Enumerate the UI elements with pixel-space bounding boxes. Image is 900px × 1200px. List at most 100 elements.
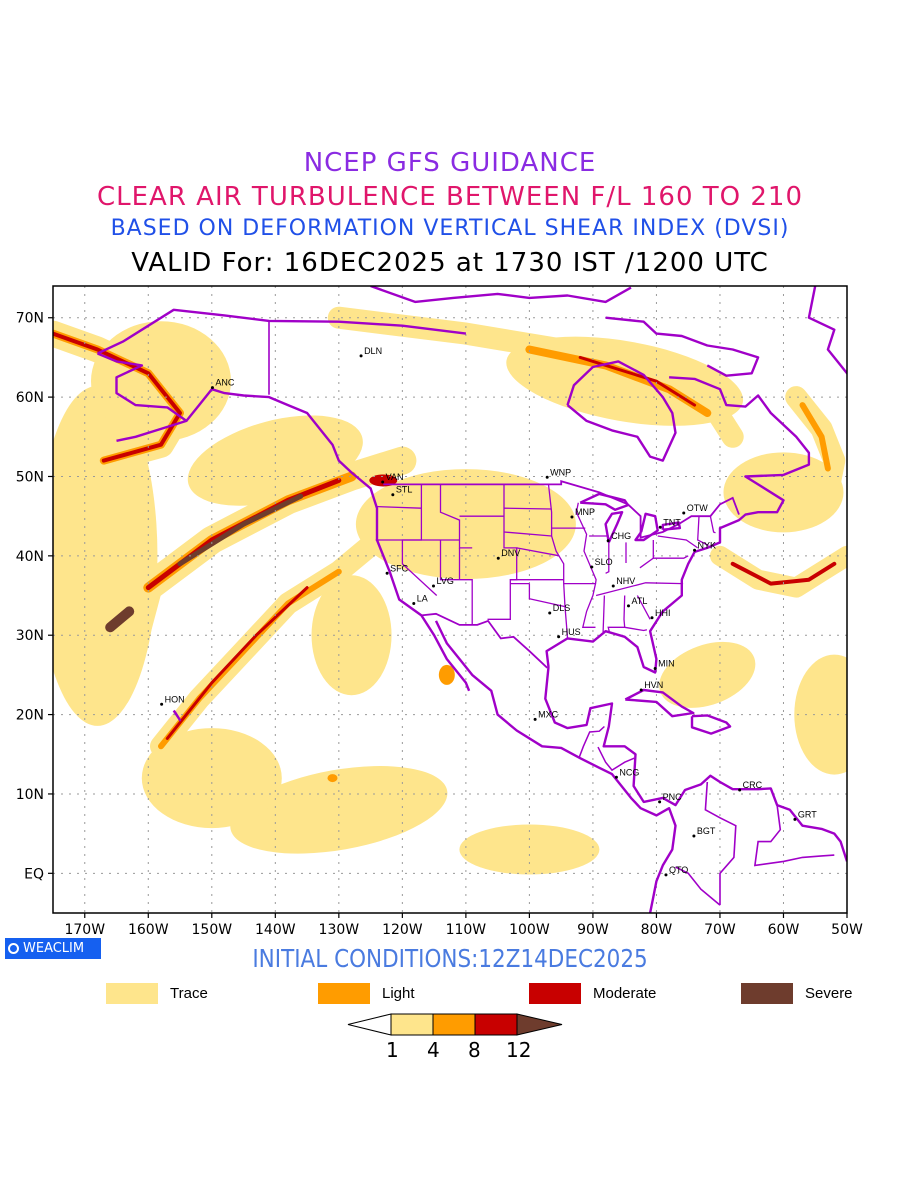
moderate-band	[730, 561, 837, 586]
trace-area	[311, 575, 392, 696]
lon-tick-label: 170W	[64, 922, 105, 938]
station-marker	[431, 584, 435, 588]
station-label-atl: ATL	[631, 596, 647, 606]
station-marker	[658, 800, 662, 804]
lat-tick-label: 30N	[16, 628, 44, 644]
lat-tick-label: EQ	[24, 866, 44, 882]
lat-tick-label: 20N	[16, 708, 44, 724]
station-label-crc: CRC	[743, 780, 763, 790]
station-label-min: MIN	[658, 659, 675, 669]
legend-severe: Severe	[741, 983, 853, 1004]
legend-label: Light	[382, 985, 415, 1002]
legend-label: Trace	[170, 985, 208, 1002]
station-marker	[653, 667, 657, 671]
colorbar-tick-label: 1	[386, 1038, 399, 1062]
station-label-van: VAN	[386, 472, 404, 482]
station-marker	[548, 611, 552, 615]
lon-tick-label: 80W	[641, 922, 673, 938]
legend-swatch	[529, 983, 581, 1004]
station-label-pnc: PNC	[663, 792, 683, 802]
trace-area	[659, 641, 756, 708]
station-marker	[385, 571, 389, 575]
station-label-mnp: MNP	[575, 507, 595, 517]
lon-tick-label: 100W	[509, 922, 550, 938]
station-label-lvg: LVG	[436, 576, 453, 586]
station-marker	[570, 515, 574, 519]
lon-tick-label: 120W	[382, 922, 423, 938]
initial-conditions: INITIAL CONDITIONS:12Z14DEC2025	[252, 944, 648, 973]
map-plot-area: ANC DLN VAN STL WNP MNP CHG TNT OTW NYK DNV SFC LVG L…	[53, 286, 847, 913]
lon-tick-label: 160W	[128, 922, 169, 938]
station-marker	[533, 717, 537, 721]
lon-tick-label: 110W	[446, 922, 487, 938]
colorbar-tick-label: 8	[468, 1038, 481, 1062]
lat-tick-label: 50N	[16, 469, 44, 485]
trace-area	[141, 728, 282, 829]
station-marker	[693, 548, 697, 552]
station-label-nyk: NYK	[698, 540, 717, 550]
station-label-la: LA	[417, 593, 428, 603]
lon-tick-label: 50W	[831, 922, 863, 938]
light-area	[438, 664, 455, 685]
legend-swatch	[741, 983, 793, 1004]
station-label-hus: HUS	[562, 627, 581, 637]
station-marker	[793, 817, 797, 821]
station-marker	[606, 539, 610, 543]
lon-tick-label: 130W	[319, 922, 360, 938]
lat-tick-label: 60N	[16, 390, 44, 406]
station-label-sfc: SFC	[390, 563, 409, 573]
station-marker	[682, 511, 686, 515]
trace-area	[355, 469, 576, 580]
station-marker	[738, 788, 742, 792]
station-label-bgt: BGT	[697, 826, 716, 836]
station-marker	[626, 604, 630, 608]
station-marker	[664, 873, 668, 877]
legend-label: Moderate	[593, 985, 657, 1002]
station-label-qto: QTO	[669, 865, 688, 875]
station-marker	[639, 688, 643, 692]
legend-swatch	[318, 983, 370, 1004]
station-label-anc: ANC	[215, 378, 235, 388]
station-label-dnv: DNV	[501, 548, 520, 558]
legend-label: Severe	[805, 985, 853, 1002]
station-marker	[359, 354, 363, 358]
station-marker	[692, 834, 696, 838]
lon-tick-label: 70W	[704, 922, 736, 938]
lon-tick-label: 140W	[255, 922, 296, 938]
station-marker	[611, 584, 615, 588]
station-label-dln: DLN	[364, 346, 382, 356]
station-label-stl: STL	[396, 485, 413, 495]
trace-area	[459, 824, 600, 875]
station-marker	[412, 601, 416, 605]
station-marker	[381, 480, 385, 484]
lon-tick-label: 90W	[577, 922, 609, 938]
station-marker	[614, 775, 618, 779]
station-label-hhi: HHI	[655, 608, 671, 618]
station-label-hvn: HVN	[644, 680, 663, 690]
station-label-grt: GRT	[798, 809, 817, 819]
coastlines	[96, 286, 847, 913]
station-marker	[650, 616, 654, 620]
station-marker	[160, 702, 164, 706]
weaclim-badge[interactable]: WEACLIM	[5, 938, 101, 959]
legend-light: Light	[318, 983, 415, 1004]
station-label-wnp: WNP	[550, 467, 571, 477]
moderate-area	[369, 474, 398, 487]
station-label-otw: OTW	[687, 503, 708, 513]
legend-trace: Trace	[106, 983, 208, 1004]
station-label-chg: CHG	[611, 531, 631, 541]
moderate-band	[165, 586, 309, 740]
station-marker	[557, 635, 561, 639]
lon-tick-label: 60W	[768, 922, 800, 938]
severe-band	[105, 606, 135, 633]
product-title: NCEP GFS GUIDANCE	[303, 148, 597, 178]
station-label-ncg: NCG	[619, 767, 639, 777]
chart-title: CLEAR AIR TURBULENCE BETWEEN F/L 160 TO …	[96, 182, 804, 212]
plot-frame	[52, 285, 848, 914]
station-label-dls: DLS	[553, 603, 571, 613]
light-area	[327, 774, 338, 783]
station-label-mxc: MXC	[538, 709, 559, 719]
station-label-slo: SLO	[595, 557, 613, 567]
station-label-nhv: NHV	[616, 576, 635, 586]
